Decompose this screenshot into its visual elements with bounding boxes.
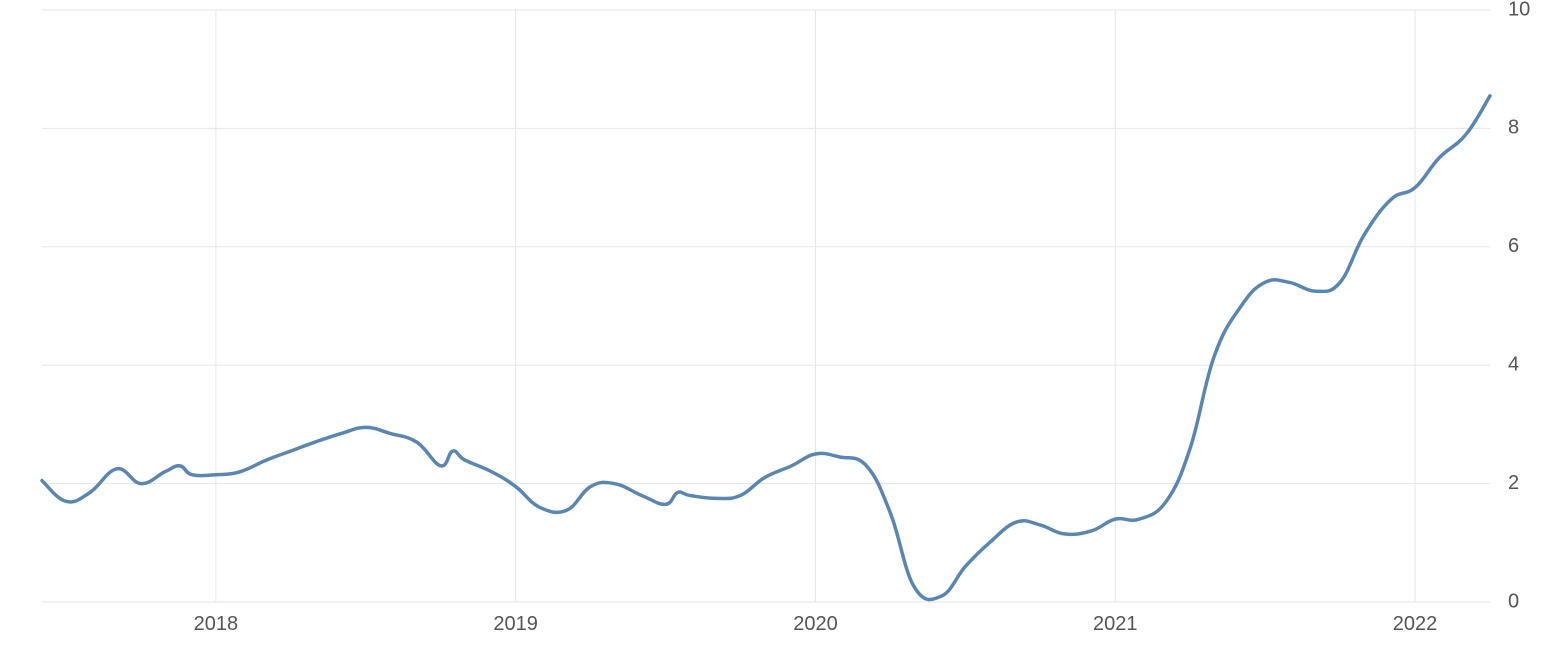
x-tick-label: 2019 [493, 613, 538, 635]
y-tick-label: 4 [1508, 353, 1519, 375]
y-tick-label: 10 [1508, 0, 1530, 20]
line-chart: 2018 2019 2020 2021 2022 0 2 4 6 8 10 [0, 0, 1562, 672]
chart-bg [0, 0, 1562, 672]
x-tick-label: 2020 [793, 613, 838, 635]
x-tick-label: 2021 [1093, 613, 1138, 635]
y-tick-label: 8 [1508, 117, 1519, 139]
y-tick-label: 2 [1508, 472, 1519, 494]
x-tick-label: 2018 [194, 613, 239, 635]
x-tick-label: 2022 [1393, 613, 1438, 635]
y-tick-label: 0 [1508, 590, 1519, 612]
chart-svg: 2018 2019 2020 2021 2022 0 2 4 6 8 10 [0, 0, 1562, 672]
y-tick-label: 6 [1508, 235, 1519, 257]
